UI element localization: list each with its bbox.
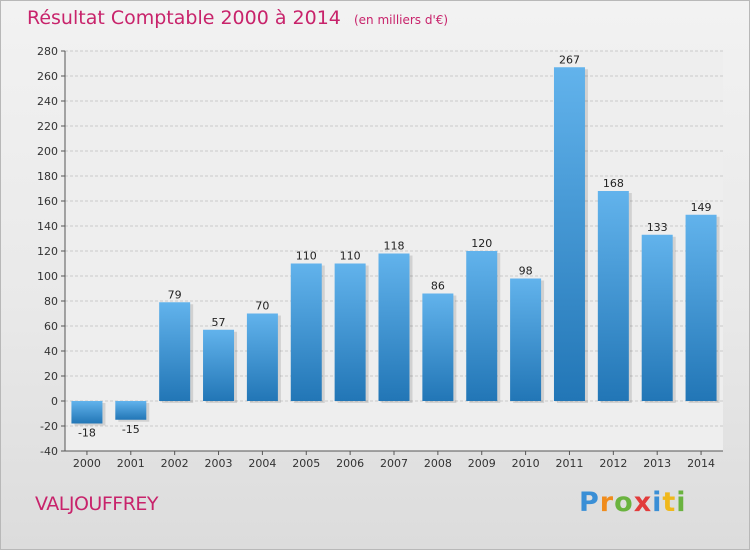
bar-value-label: 118 [384, 240, 405, 253]
bar [553, 67, 585, 401]
bar-value-label: 70 [255, 300, 269, 313]
x-tick-label: 2008 [424, 457, 452, 470]
logo-letter: r [599, 487, 615, 518]
y-tick-label: 260 [37, 70, 58, 83]
x-tick-label: 2009 [468, 457, 496, 470]
x-tick-label: 2001 [117, 457, 145, 470]
bar-value-label: 110 [340, 250, 361, 263]
x-tick-label: 2002 [161, 457, 189, 470]
y-tick-label: 20 [44, 370, 58, 383]
bar [641, 234, 673, 401]
y-tick-label: 80 [44, 295, 58, 308]
chart-unit: (en milliers d'€) [353, 13, 449, 27]
y-tick-label: 40 [44, 345, 58, 358]
x-tick-label: 2003 [205, 457, 233, 470]
x-tick-label: 2012 [599, 457, 627, 470]
bar [159, 302, 191, 401]
bar [71, 401, 103, 424]
y-tick-label: 220 [37, 120, 58, 133]
bar-value-label: 57 [212, 316, 226, 329]
logo-letter: i [676, 487, 687, 518]
bar [378, 253, 410, 401]
y-tick-label: 200 [37, 145, 58, 158]
x-tick-label: 2005 [292, 457, 320, 470]
x-tick-label: 2010 [512, 457, 540, 470]
y-tick-label: 240 [37, 95, 58, 108]
logo-letter: i [652, 487, 663, 518]
logo-letter: o [614, 487, 634, 518]
x-tick-label: 2006 [336, 457, 364, 470]
bar-value-label: 79 [168, 288, 182, 301]
chart-title: Résultat Comptable 2000 à 2014 [27, 7, 341, 29]
logo-letter: x [633, 487, 653, 518]
bar [115, 401, 147, 420]
x-tick-label: 2004 [248, 457, 276, 470]
y-tick-label: 100 [37, 270, 58, 283]
bar-value-label: 110 [296, 250, 317, 263]
logo-letter: P [579, 487, 600, 518]
bar-value-label: 168 [603, 177, 624, 190]
bar [510, 278, 542, 401]
y-tick-label: 140 [37, 220, 58, 233]
x-tick-label: 2013 [643, 457, 671, 470]
y-tick-label: 60 [44, 320, 58, 333]
bar [685, 214, 717, 401]
x-tick-label: 2014 [687, 457, 715, 470]
bar [290, 263, 322, 401]
bar-value-label: 133 [647, 221, 668, 234]
y-tick-label: -40 [40, 445, 58, 458]
logo-letter: t [662, 487, 677, 518]
y-tick-label: 160 [37, 195, 58, 208]
bar-value-label: -15 [122, 423, 140, 436]
y-tick-label: 120 [37, 245, 58, 258]
bar-value-label: 120 [471, 237, 492, 250]
title-row: Résultat Comptable 2000 à 2014 (en milli… [27, 7, 448, 29]
x-tick-label: 2000 [73, 457, 101, 470]
place-name: VALJOUFFREY [35, 493, 159, 515]
x-tick-label: 2007 [380, 457, 408, 470]
x-tick-label: 2011 [555, 457, 583, 470]
bar-value-label: 267 [559, 53, 580, 66]
bar-value-label: 98 [519, 265, 533, 278]
bar [466, 251, 498, 401]
bar-value-label: 86 [431, 280, 445, 293]
bar [597, 191, 629, 401]
y-tick-label: 0 [51, 395, 58, 408]
bar [422, 293, 454, 401]
bar [246, 313, 278, 401]
y-tick-label: 180 [37, 170, 58, 183]
bar-value-label: -18 [78, 427, 96, 440]
bar-value-label: 149 [691, 201, 712, 214]
bar [203, 329, 235, 401]
proxiti-logo: Proxiti [579, 487, 687, 518]
y-tick-label: 280 [37, 45, 58, 58]
y-tick-label: -20 [40, 420, 58, 433]
bar [334, 263, 366, 401]
